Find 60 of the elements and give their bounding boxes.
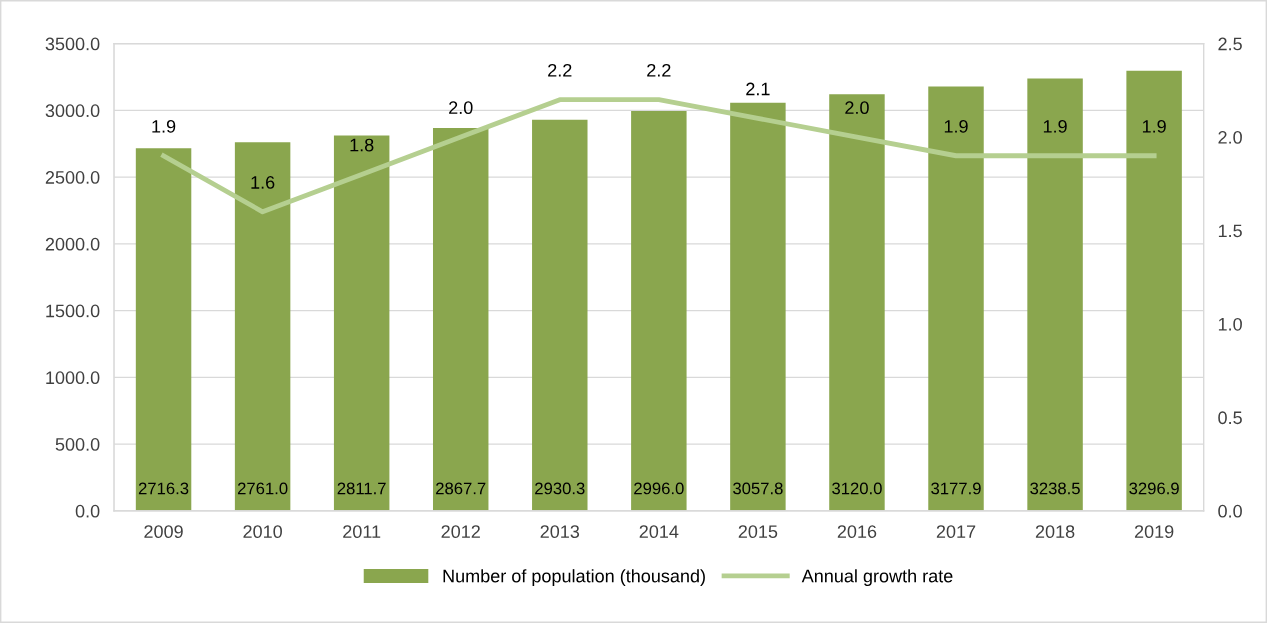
y-tick-label: 500.0: [55, 438, 100, 451]
y-tick-label: 3000.0: [45, 104, 100, 118]
data-label: 2930.3: [535, 482, 585, 495]
data-label: 2.0: [449, 101, 473, 115]
y-tick-label: 1000.0: [46, 371, 100, 385]
y2-tick-label: 0.0: [1218, 504, 1242, 518]
x-tick-label: 2017: [936, 525, 976, 539]
x-tick-label: 2015: [738, 525, 778, 539]
bar: [532, 119, 588, 511]
x-tick-label: 2009: [144, 525, 183, 539]
data-label: 2867.7: [436, 482, 486, 495]
bar: [1027, 78, 1083, 511]
y2-tick-label: 0.5: [1218, 411, 1242, 425]
y-tick-label: 0.0: [75, 504, 100, 518]
data-label: 2996.0: [634, 482, 684, 495]
y-tick-label: 2500.0: [45, 171, 100, 184]
x-tick-label: 2013: [540, 525, 580, 539]
bar: [333, 135, 390, 511]
data-label: 3120.0: [832, 482, 882, 495]
y-tick-label: 1500.0: [46, 304, 100, 318]
data-label: 1.8: [350, 138, 374, 152]
bar: [730, 102, 786, 511]
legend-label: Annual growth rate: [801, 569, 953, 586]
data-label: 1.9: [1043, 119, 1067, 133]
y2-tick-label: 1.0: [1218, 317, 1242, 331]
x-tick-label: 2010: [243, 525, 282, 539]
data-label: 2.0: [845, 101, 869, 115]
data-label: 1.6: [251, 176, 275, 189]
bar: [631, 110, 687, 511]
y2-tick-label: 2.5: [1218, 37, 1242, 51]
data-label: 3177.9: [931, 482, 981, 495]
data-label: 3296.9: [1129, 482, 1179, 495]
x-tick-label: 2019: [1134, 525, 1174, 539]
bar: [928, 86, 984, 511]
data-label: 2811.7: [337, 482, 386, 495]
data-label: 1.9: [1142, 119, 1166, 133]
data-label: 1.9: [152, 119, 176, 133]
data-label: 2.2: [548, 63, 572, 77]
data-label: 2.2: [647, 63, 671, 77]
x-tick-label: 2018: [1035, 525, 1075, 539]
data-label: 2716.3: [138, 482, 189, 495]
bar: [1126, 70, 1182, 511]
data-label: 2.1: [746, 82, 770, 96]
bar: [829, 94, 885, 511]
data-label: 1.9: [944, 119, 968, 133]
bar: [135, 148, 192, 511]
y-tick-label: 2000.0: [45, 237, 100, 251]
x-tick-label: 2012: [441, 525, 480, 539]
bar: [432, 128, 489, 511]
x-tick-label: 2014: [639, 525, 679, 539]
data-label: 2761.0: [237, 482, 288, 495]
data-label: 3238.5: [1030, 482, 1080, 495]
y2-tick-label: 1.5: [1218, 224, 1242, 238]
x-tick-label: 2016: [837, 525, 877, 539]
bar: [234, 142, 291, 511]
y2-tick-label: 2.0: [1218, 130, 1242, 144]
data-label: 3057.8: [733, 482, 783, 495]
x-tick-label: 2011: [343, 525, 381, 539]
legend-label: Number of population (thousand): [443, 569, 705, 586]
y-tick-label: 3500.0: [45, 37, 100, 51]
